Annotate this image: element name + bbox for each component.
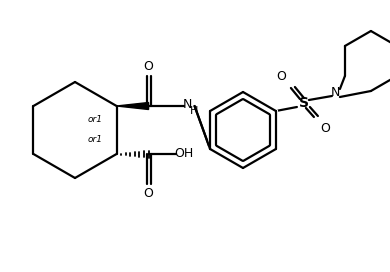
Text: or1: or1 <box>87 115 103 123</box>
Text: O: O <box>276 70 286 84</box>
Text: N: N <box>331 86 340 100</box>
Text: O: O <box>320 122 330 135</box>
Polygon shape <box>117 103 149 110</box>
Text: O: O <box>144 187 154 199</box>
Text: H: H <box>190 106 198 116</box>
Text: OH: OH <box>174 147 193 159</box>
Text: O: O <box>144 60 154 73</box>
Text: or1: or1 <box>87 135 103 144</box>
Text: N: N <box>183 98 192 112</box>
Text: S: S <box>299 96 309 110</box>
